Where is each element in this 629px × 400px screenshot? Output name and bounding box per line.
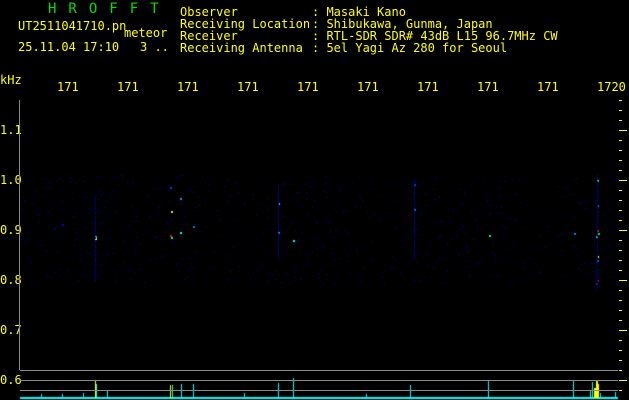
right-tick [619, 240, 622, 241]
right-tick [619, 270, 622, 271]
right-tick [619, 230, 627, 231]
filename: UT2511041710.pn [18, 19, 127, 33]
time-tick-label: 1717 [417, 80, 439, 94]
right-tick [619, 390, 622, 391]
right-tick [619, 370, 622, 371]
freq-tick-label: 0.9 [0, 223, 22, 237]
time-tick-label: 1714 [237, 80, 259, 94]
right-tick [619, 320, 622, 321]
freq-tick-label: 0.8 [0, 273, 22, 287]
level-line [20, 390, 618, 391]
right-tick [619, 190, 622, 191]
right-tick [619, 110, 622, 111]
unit-label: kHz [0, 73, 22, 87]
right-tick [619, 350, 622, 351]
right-tick [619, 130, 627, 131]
antenna-value: : 5el Yagi Az 280 for Seoul [312, 41, 508, 55]
freq-tick-label: 1.1 [0, 123, 22, 137]
right-tick [619, 290, 622, 291]
mode-label: meteor [124, 26, 168, 40]
time-tick-label: 1719 [537, 80, 559, 94]
observer-value: : Masaki Kano [312, 5, 406, 19]
freq-tick-label: 1.0 [0, 173, 22, 187]
right-tick [619, 210, 622, 211]
right-tick [619, 160, 622, 161]
app-logo: HROFFT [48, 1, 171, 17]
right-tick [619, 150, 622, 151]
right-tick [619, 200, 622, 201]
right-tick [619, 360, 622, 361]
right-tick [619, 250, 622, 251]
datetime: 25.11.04 17:10 [18, 40, 120, 54]
axis-line [19, 100, 20, 370]
right-tick [619, 120, 622, 121]
right-tick [619, 180, 627, 181]
location-value: : Shibukawa, Gunma, Japan [312, 17, 493, 31]
location-label: Receiving Location [180, 17, 311, 31]
time-tick-label: 1715 [297, 80, 319, 94]
right-tick [619, 100, 622, 101]
right-tick [619, 170, 622, 171]
receiver-label: Receiver [180, 29, 238, 43]
time-tick-label: 1720 [597, 80, 626, 94]
right-tick [619, 310, 622, 311]
time-tick-label: 1713 [177, 80, 199, 94]
right-tick [619, 260, 622, 261]
level-line [20, 380, 618, 381]
time-tick-label: 1716 [357, 80, 379, 94]
antenna-label: Receiving Antenna [180, 41, 303, 55]
observer-label: Observer [180, 5, 238, 19]
right-tick [619, 330, 627, 331]
level-line [20, 370, 618, 371]
detection-count: 3 .. [140, 40, 169, 54]
time-tick-label: 1712 [117, 80, 139, 94]
receiver-value: : RTL-SDR SDR# 43dB L15 96.7MHz CW [312, 29, 558, 43]
right-tick [619, 380, 627, 381]
right-tick [619, 340, 622, 341]
right-tick [619, 220, 622, 221]
freq-tick-label: 0.6 [0, 373, 22, 387]
right-tick [619, 140, 622, 141]
right-tick [619, 280, 627, 281]
freq-tick-label: 0.7 [0, 323, 22, 337]
time-tick-label: 1718 [477, 80, 499, 94]
right-tick [619, 300, 622, 301]
